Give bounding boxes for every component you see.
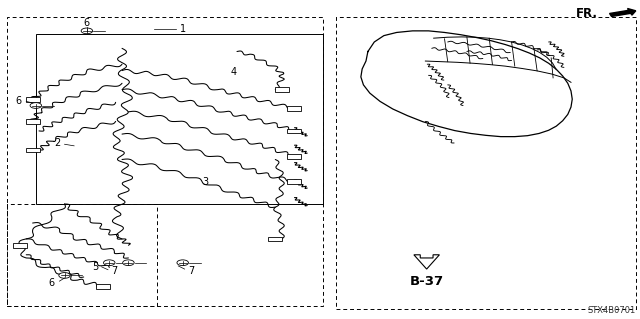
Polygon shape bbox=[414, 255, 440, 269]
Circle shape bbox=[30, 103, 42, 108]
Bar bbox=[287, 154, 301, 159]
FancyArrow shape bbox=[609, 9, 636, 17]
Bar bbox=[336, 17, 636, 309]
Bar bbox=[287, 106, 301, 111]
Circle shape bbox=[81, 28, 93, 34]
Circle shape bbox=[59, 272, 70, 278]
Text: 2: 2 bbox=[54, 138, 60, 148]
Text: 6: 6 bbox=[84, 18, 90, 28]
Bar bbox=[36, 34, 323, 204]
Bar bbox=[7, 17, 323, 306]
Bar bbox=[26, 119, 40, 124]
Text: 7: 7 bbox=[188, 266, 194, 276]
Text: B-37: B-37 bbox=[410, 275, 444, 288]
Text: 5: 5 bbox=[92, 262, 99, 272]
Circle shape bbox=[177, 260, 188, 266]
Bar bbox=[7, 204, 157, 306]
Text: 6: 6 bbox=[49, 278, 55, 288]
Text: 1: 1 bbox=[180, 24, 186, 34]
Text: 6: 6 bbox=[15, 96, 22, 106]
Bar bbox=[287, 129, 301, 133]
Text: STX4B0701: STX4B0701 bbox=[588, 306, 636, 315]
Text: 3: 3 bbox=[202, 177, 208, 187]
Circle shape bbox=[123, 260, 134, 266]
Text: 4: 4 bbox=[231, 67, 237, 77]
Bar bbox=[26, 148, 40, 152]
Text: 7: 7 bbox=[111, 266, 118, 276]
Bar bbox=[26, 97, 40, 101]
Bar bbox=[96, 284, 110, 289]
Text: FR.: FR. bbox=[576, 7, 598, 20]
Bar bbox=[287, 179, 301, 184]
Circle shape bbox=[104, 260, 115, 266]
Bar bbox=[275, 87, 289, 92]
Bar bbox=[268, 236, 282, 241]
Bar bbox=[13, 243, 27, 248]
